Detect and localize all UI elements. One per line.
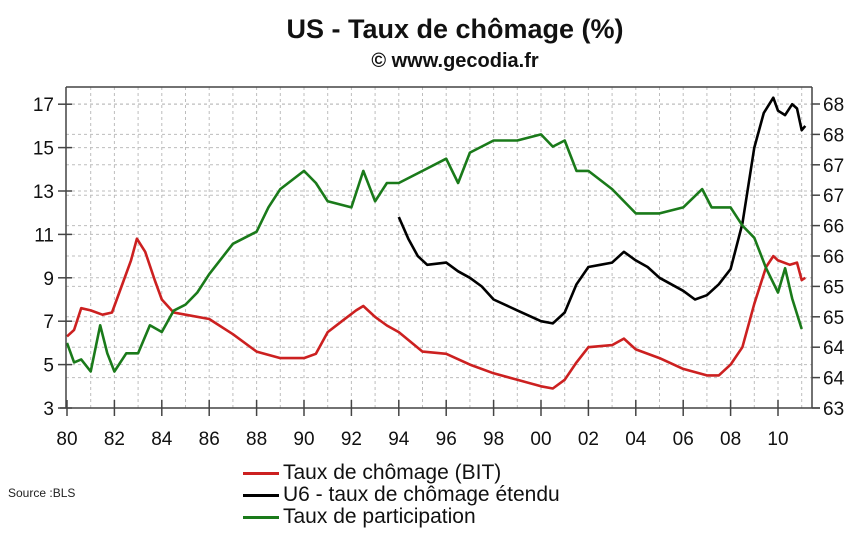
svg-text:64: 64 xyxy=(823,338,845,359)
svg-text:11: 11 xyxy=(34,225,54,246)
svg-text:90: 90 xyxy=(293,429,314,450)
legend-swatch-black xyxy=(243,493,279,497)
svg-text:65: 65 xyxy=(823,277,844,298)
svg-text:67: 67 xyxy=(823,156,844,177)
svg-text:94: 94 xyxy=(388,429,410,450)
svg-text:00: 00 xyxy=(530,429,551,450)
legend-item-u6: U6 - taux de chômage étendu xyxy=(243,484,560,506)
svg-text:64: 64 xyxy=(823,369,845,390)
svg-text:80: 80 xyxy=(56,429,77,450)
series-lines xyxy=(65,96,807,390)
svg-text:63: 63 xyxy=(823,399,844,420)
svg-text:9: 9 xyxy=(43,269,54,290)
svg-text:68: 68 xyxy=(823,125,844,146)
legend-item-bit: Taux de chômage (BIT) xyxy=(243,462,560,484)
chart-title: US - Taux de chômage (%) xyxy=(286,14,624,44)
svg-text:13: 13 xyxy=(33,182,54,203)
axes: 3 5 7 9 11 13 15 17 63 64 64 65 65 66 66 67 67 68 68 80 82 84… xyxy=(33,86,845,450)
svg-text:68: 68 xyxy=(823,95,844,116)
legend-label: Taux de participation xyxy=(283,505,476,528)
legend-item-participation: Taux de participation xyxy=(243,506,560,528)
legend-label: U6 - taux de chômage étendu xyxy=(283,483,560,506)
svg-text:98: 98 xyxy=(483,429,504,450)
svg-text:67: 67 xyxy=(823,186,844,207)
svg-text:15: 15 xyxy=(33,139,54,160)
svg-text:04: 04 xyxy=(625,429,647,450)
svg-text:86: 86 xyxy=(199,429,220,450)
legend-swatch-green xyxy=(243,515,279,519)
svg-text:7: 7 xyxy=(43,312,54,333)
svg-text:06: 06 xyxy=(673,429,694,450)
svg-text:17: 17 xyxy=(33,95,54,116)
svg-text:88: 88 xyxy=(246,429,267,450)
grid-lines xyxy=(66,87,812,408)
svg-text:02: 02 xyxy=(578,429,599,450)
svg-text:65: 65 xyxy=(823,308,844,329)
legend: Taux de chômage (BIT) U6 - taux de chôma… xyxy=(243,462,560,528)
svg-text:96: 96 xyxy=(436,429,457,450)
svg-text:82: 82 xyxy=(104,429,125,450)
svg-text:5: 5 xyxy=(43,356,54,377)
legend-swatch-red xyxy=(243,471,279,475)
svg-text:84: 84 xyxy=(151,429,173,450)
svg-text:92: 92 xyxy=(341,429,362,450)
chart-subtitle: © www.gecodia.fr xyxy=(371,50,539,72)
svg-text:66: 66 xyxy=(823,247,844,268)
svg-text:66: 66 xyxy=(823,217,844,238)
svg-text:3: 3 xyxy=(43,399,54,420)
source-note: Source :BLS xyxy=(8,486,76,500)
legend-label: Taux de chômage (BIT) xyxy=(283,461,502,484)
svg-text:10: 10 xyxy=(767,429,788,450)
svg-text:08: 08 xyxy=(720,429,741,450)
